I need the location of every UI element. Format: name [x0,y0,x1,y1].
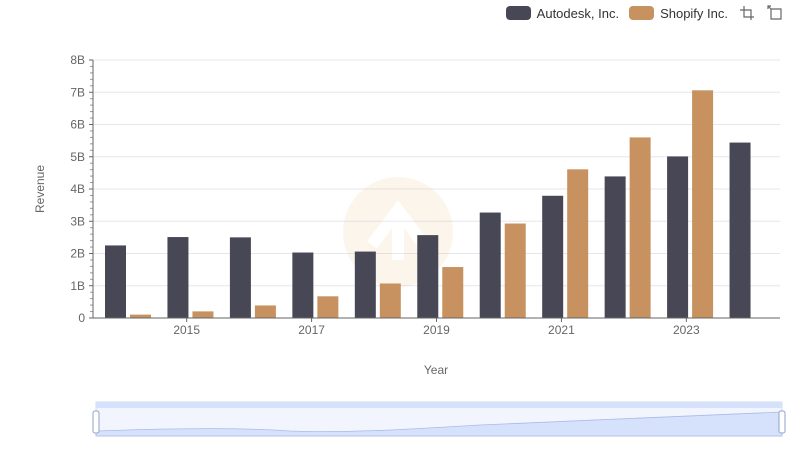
slider-preview [95,411,783,437]
legend-label-shopify: Shopify Inc. [660,5,728,21]
y-tick-label: 8B [70,53,85,67]
bar-autodesk-2014[interactable] [105,245,126,318]
slider-handle-left[interactable] [92,410,100,434]
y-tick-label: 1B [70,279,85,293]
legend-item-shopify[interactable]: Shopify Inc. [629,6,728,21]
y-tick-label: 2B [70,247,85,261]
restore-icon[interactable] [766,4,784,22]
slider-top-bar[interactable] [96,402,782,408]
x-tick-label: 2019 [423,323,450,337]
bar-autodesk-2021[interactable] [542,195,564,318]
x-tick-label: 2017 [298,323,325,337]
y-tick-label: 7B [70,85,85,99]
bar-shopify-2018[interactable] [379,283,401,318]
bar-shopify-2016[interactable] [254,305,276,318]
legend-item-autodesk[interactable]: Autodesk, Inc. [505,5,620,21]
bar-shopify-2017[interactable] [317,296,339,318]
bar-shopify-2019[interactable] [442,267,464,318]
bar-autodesk-2017[interactable] [292,252,314,318]
x-tick-label: 2023 [673,323,700,337]
bar-autodesk-2024[interactable] [729,142,751,318]
x-tick-label: 2021 [548,323,575,337]
x-axis-title: Year [424,363,448,377]
bar-autodesk-2016[interactable] [229,237,251,318]
y-tick-label: 6B [70,118,85,132]
data-zoom-slider[interactable] [92,401,786,437]
bar-shopify-2022[interactable] [629,137,651,318]
y-tick-label: 0 [78,311,85,325]
bar-autodesk-2018[interactable] [354,251,376,318]
y-tick-label: 3B [70,214,85,228]
bar-autodesk-2023[interactable] [667,156,689,318]
bar-autodesk-2019[interactable] [417,235,439,318]
bar-shopify-2015[interactable] [192,311,214,318]
bar-shopify-2023[interactable] [692,90,714,318]
x-tick-label: 2015 [173,323,200,337]
y-axis-title: Revenue [33,165,47,213]
legend-swatch-shopify [629,6,655,20]
legend-label-autodesk: Autodesk, Inc. [536,5,620,21]
legend: Autodesk, Inc. Shopify Inc. [505,4,784,22]
slider-handle-right[interactable] [778,410,786,434]
legend-swatch-autodesk [505,6,531,20]
y-tick-label: 4B [70,182,85,196]
y-tick-label: 5B [70,150,85,164]
bar-autodesk-2020[interactable] [479,212,501,318]
bar-shopify-2021[interactable] [567,169,589,318]
zoom-icon[interactable] [738,4,756,22]
bar-shopify-2020[interactable] [504,223,526,318]
bar-shopify-2014[interactable] [130,314,151,318]
bar-autodesk-2015[interactable] [167,237,189,318]
bar-autodesk-2022[interactable] [604,176,626,318]
